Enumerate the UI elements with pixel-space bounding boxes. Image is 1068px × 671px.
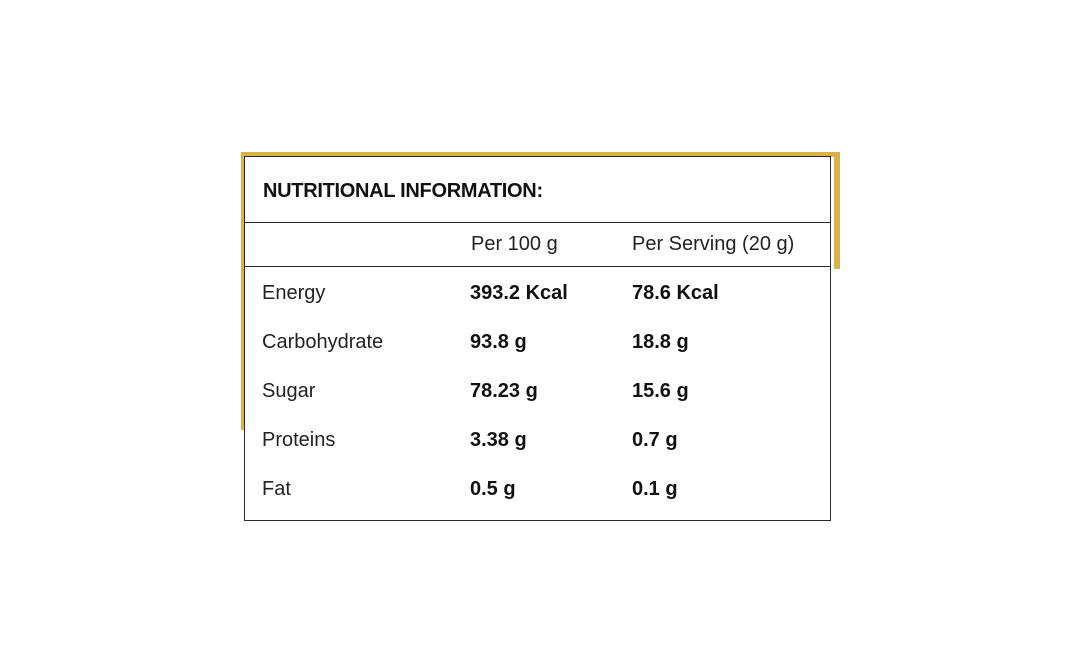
value-per-serving: 0.1 g	[632, 478, 678, 500]
table-title: NUTRITIONAL INFORMATION:	[263, 180, 543, 202]
title-row: NUTRITIONAL INFORMATION:	[245, 157, 830, 223]
gold-accent-left	[241, 152, 245, 430]
table-row: Energy 393.2 Kcal 78.6 Kcal	[245, 267, 830, 316]
nutrition-table: NUTRITIONAL INFORMATION: Per 100 g Per S…	[244, 156, 831, 521]
table-row: Proteins 3.38 g 0.7 g	[245, 414, 830, 463]
column-header-per-100g: Per 100 g	[471, 233, 558, 255]
column-header-per-serving: Per Serving (20 g)	[632, 233, 795, 255]
value-per-serving: 15.6 g	[632, 380, 689, 402]
nutrient-name: Proteins	[262, 429, 336, 451]
nutrient-name: Energy	[262, 282, 326, 304]
nutrient-name: Carbohydrate	[262, 331, 384, 353]
table-row: Carbohydrate 93.8 g 18.8 g	[245, 316, 830, 365]
gold-accent-right	[834, 152, 840, 269]
value-per-serving: 0.7 g	[632, 429, 678, 451]
nutrient-name: Fat	[262, 478, 291, 500]
value-per-100g: 78.23 g	[470, 380, 538, 402]
value-per-100g: 0.5 g	[470, 478, 516, 500]
value-per-serving: 78.6 Kcal	[632, 282, 719, 304]
nutrient-name: Sugar	[262, 380, 316, 402]
value-per-100g: 393.2 Kcal	[470, 282, 568, 304]
value-per-100g: 93.8 g	[470, 331, 527, 353]
table-row: Sugar 78.23 g 15.6 g	[245, 365, 830, 414]
gold-accent-top	[241, 152, 840, 157]
column-header-row: Per 100 g Per Serving (20 g)	[245, 223, 830, 267]
value-per-100g: 3.38 g	[470, 429, 527, 451]
table-row: Fat 0.5 g 0.1 g	[245, 463, 830, 512]
value-per-serving: 18.8 g	[632, 331, 689, 353]
nutrient-rows: Energy 393.2 Kcal 78.6 Kcal Carbohydrate…	[245, 267, 830, 512]
